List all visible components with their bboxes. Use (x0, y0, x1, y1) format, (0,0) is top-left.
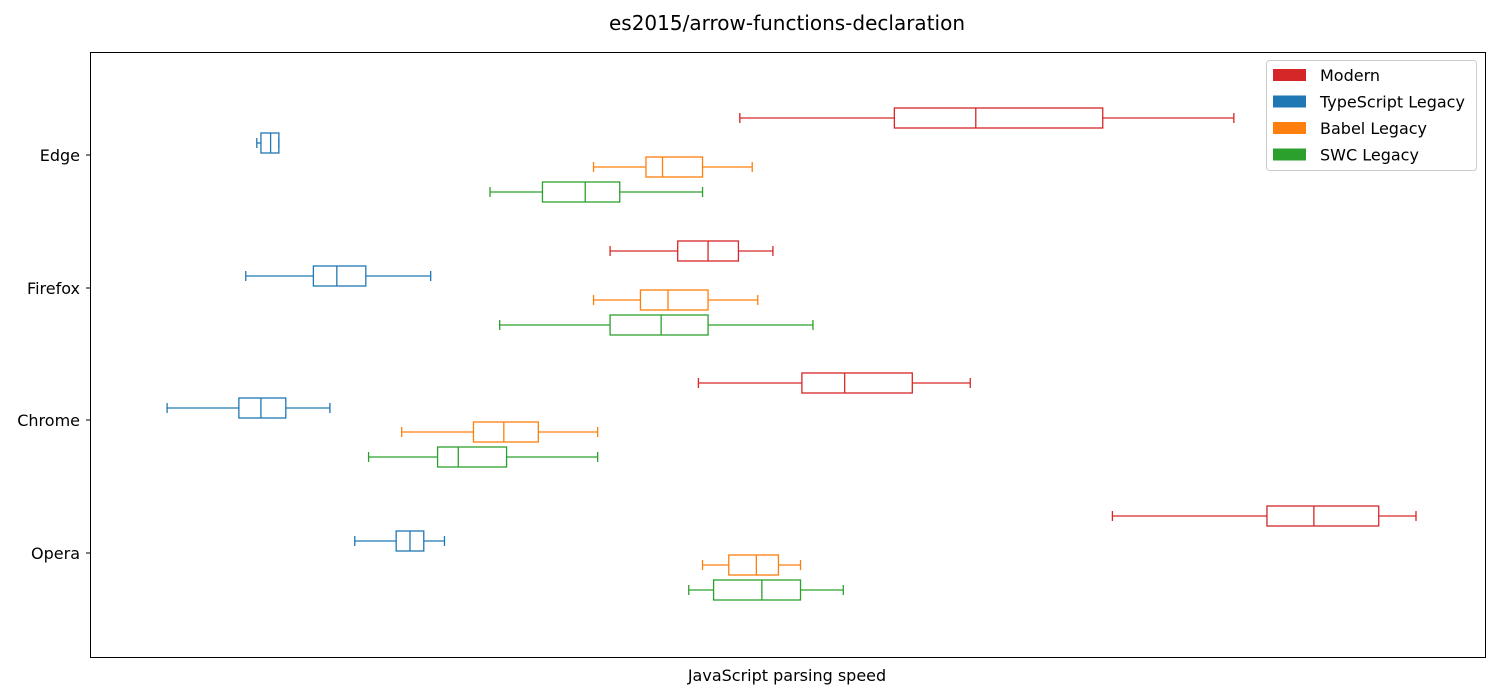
box-opera-babel-legacy (701, 554, 802, 576)
box-firefox-babel-legacy (592, 289, 759, 311)
box-opera-typescript-legacy (354, 530, 446, 552)
box-firefox-typescript-legacy-iqr (312, 265, 367, 287)
box-opera-modern-iqr (1266, 505, 1380, 527)
legend-label-typescript-legacy: TypeScript Legacy (1319, 93, 1465, 112)
box-chrome-modern (697, 372, 971, 394)
box-firefox-typescript-legacy (245, 265, 432, 287)
box-firefox-swc-legacy-iqr (609, 314, 709, 336)
legend-label-swc-legacy: SWC Legacy (1320, 146, 1419, 165)
legend: Modern TypeScript Legacy Babel Legacy SWC L… (1266, 60, 1477, 171)
box-edge-babel-legacy-iqr (645, 156, 704, 178)
box-edge-modern-iqr (893, 107, 1104, 129)
box-edge-babel-legacy (592, 156, 753, 178)
box-chrome-modern-iqr (801, 372, 913, 394)
box-firefox-modern (609, 240, 774, 262)
legend-swatch-modern (1273, 69, 1306, 81)
box-opera-swc-legacy (688, 579, 844, 601)
box-edge-swc-legacy-iqr (541, 181, 621, 203)
legend-swatch-babel-legacy (1273, 122, 1306, 134)
box-chrome-typescript-legacy-iqr (238, 397, 287, 419)
box-chrome-swc-legacy (367, 446, 599, 468)
box-opera-modern (1111, 505, 1417, 527)
legend-frame (1266, 60, 1477, 171)
box-opera-swc-legacy-iqr (712, 579, 802, 601)
legend-label-babel-legacy: Babel Legacy (1320, 119, 1427, 138)
y-tick-label-edge: Edge (40, 146, 80, 165)
y-axis: Edge Firefox Chrome Opera (17, 146, 90, 563)
box-chrome-babel-legacy (401, 421, 599, 443)
y-tick-label-opera: Opera (31, 544, 80, 563)
y-tick-label-chrome: Chrome (17, 411, 80, 430)
box-edge-typescript-legacy-iqr (260, 132, 280, 154)
x-axis-label: JavaScript parsing speed (687, 666, 886, 685)
box-firefox-swc-legacy (499, 314, 814, 336)
box-chrome-babel-legacy-iqr (472, 421, 539, 443)
box-chrome-typescript-legacy (166, 397, 331, 419)
plot-area (166, 107, 1417, 601)
series-babel-legacy (401, 156, 802, 576)
legend-swatch-typescript-legacy (1273, 95, 1306, 108)
series-modern (609, 107, 1417, 527)
series-typescript-legacy (166, 132, 446, 552)
series-swc-legacy (367, 181, 844, 601)
y-tick-label-firefox: Firefox (27, 279, 80, 298)
box-edge-modern (739, 107, 1235, 129)
box-chrome-swc-legacy-iqr (436, 446, 508, 468)
legend-swatch-swc-legacy (1273, 148, 1306, 161)
legend-label-modern: Modern (1320, 66, 1380, 85)
chart-title: es2015/arrow-functions-declaration (609, 11, 965, 35)
box-firefox-babel-legacy-iqr (639, 289, 709, 311)
box-edge-swc-legacy (489, 181, 704, 203)
plot-frame (90, 52, 1486, 658)
box-opera-babel-legacy-iqr (728, 554, 780, 576)
box-edge-typescript-legacy (256, 132, 280, 154)
